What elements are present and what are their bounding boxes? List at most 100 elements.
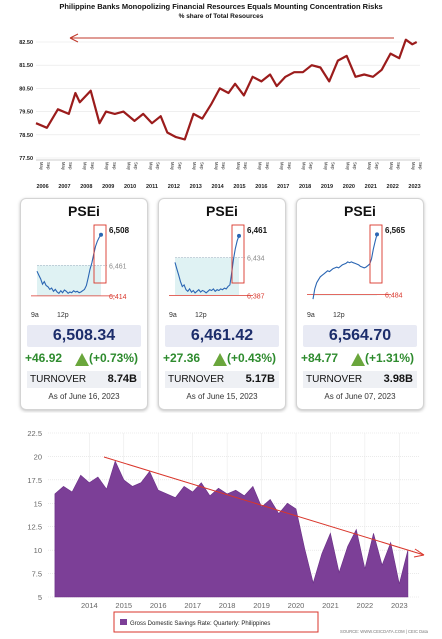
spark-x-tick-label: 12p	[195, 312, 207, 319]
top-chart-x-month-label: May	[258, 162, 263, 171]
up-triangle-icon	[351, 353, 365, 366]
bottom-chart-y-ticks: 5 7.5 10 12.5 15 17.5 20 22.5	[27, 429, 42, 602]
bottom-chart-series-area	[54, 460, 409, 598]
bottom-chart-y-tick-label: 20	[34, 452, 42, 461]
top-chart-x-month-label: May	[280, 162, 285, 171]
spark-prev-close-label: 6,434	[247, 256, 265, 263]
psei-price: 6,508.34	[27, 325, 141, 347]
psei-card-title: PSEi	[344, 203, 376, 219]
psei-change-percent: (+0.73%)	[89, 351, 139, 365]
top-chart-x-month-label: May	[345, 162, 350, 171]
top-chart-x-month-label: May	[83, 162, 88, 171]
top-chart-x-year-label: 2007	[58, 184, 70, 190]
psei-turnover-box: TURNOVER 5.17B	[165, 371, 279, 388]
top-chart-x-month-label: Sep	[374, 162, 379, 170]
top-chart-y-tick-label: 81.50	[19, 63, 33, 69]
spark-highlight-box	[369, 224, 383, 284]
bottom-chart-x-tick-label: 2014	[81, 601, 98, 610]
spark-price-line	[312, 234, 378, 300]
bottom-chart-x-tick-label: 2019	[253, 601, 270, 610]
bottom-chart-x-ticks: 2014 2015 2016 2017 2018 2019 2020 2021 2022 2023	[81, 601, 408, 610]
spark-x-tick-label: 9a	[307, 312, 315, 319]
spark-background	[303, 221, 417, 321]
turnover-value: 5.17B	[245, 373, 275, 385]
top-chart-y-tick-label: 80.50	[19, 86, 33, 92]
psei-intraday-chart: 6,565 6,484 9a 12p	[303, 221, 417, 321]
spark-range-band	[313, 294, 377, 296]
psei-as-of-date: As of June 07, 2023	[324, 392, 396, 401]
spark-x-tick-label: 12p	[57, 312, 69, 319]
top-chart-x-month-label: May	[389, 162, 394, 171]
top-chart-x-month-label: Sep	[287, 162, 292, 170]
psei-card-june-15: PSEi 6,461 6,434 6,387 9a 12p 6,461.42 +27.3…	[158, 198, 286, 410]
spark-x-tick-label: 9a	[169, 312, 177, 319]
bottom-chart-y-tick-label: 17.5	[27, 476, 42, 485]
psei-as-of-date: As of June 16, 2023	[48, 392, 120, 401]
bottom-chart-x-tick-label: 2020	[288, 601, 305, 610]
spark-low-label: 6,414	[109, 294, 127, 301]
top-chart-x-month-label: Sep	[156, 162, 161, 170]
top-chart-x-month-label: May	[323, 162, 328, 171]
top-chart-x-month-label: May	[148, 162, 153, 171]
spark-highlight-box	[231, 224, 245, 284]
bottom-chart-y-tick-label: 5	[38, 593, 42, 602]
spark-x-tick-label: 12p	[333, 312, 345, 319]
top-chart-x-month-label: May	[105, 162, 110, 171]
top-chart-x-year-label: 2006	[36, 184, 48, 190]
psei-price: 6,564.70	[303, 325, 417, 347]
psei-intraday-chart: 6,461 6,434 6,387 9a 12p	[165, 221, 279, 321]
bottom-chart-source: SOURCE: WWW.CEICDATA.COM | CEIC Data	[340, 629, 429, 634]
spark-low-label: 6,484	[385, 293, 403, 300]
spark-highlight-box	[93, 224, 107, 284]
bottom-chart-y-tick-label: 15	[34, 499, 42, 508]
top-chart-y-tick-label: 82.50	[19, 40, 33, 46]
psei-turnover-box: TURNOVER 3.98B	[303, 371, 417, 388]
top-chart-x-month-label: Sep	[396, 162, 401, 170]
top-chart-x-month-label: Sep	[353, 162, 358, 170]
top-chart-x-month-label: Sep	[265, 162, 270, 170]
top-chart-x-year-ticks: 2006 2007 2008 2009 2010 2011 2012 2013 2014 2015…	[36, 184, 420, 190]
turnover-value: 3.98B	[383, 373, 413, 385]
top-chart-y-tick-label: 78.50	[19, 133, 33, 139]
top-chart-x-month-label: May	[127, 162, 132, 171]
top-chart-x-year-label: 2015	[233, 184, 245, 190]
top-chart-x-year-label: 2016	[255, 184, 267, 190]
top-chart-x-month-label: May	[39, 162, 44, 171]
top-chart-left-arrow	[69, 33, 394, 43]
bottom-chart-legend-box	[113, 611, 319, 633]
top-chart-x-month-label: Sep	[199, 162, 204, 170]
bottom-chart-legend-label: Gross Domestic Savings Rate: Quarterly: …	[130, 621, 270, 627]
top-chart-series-line	[35, 38, 418, 141]
top-chart-title: Philippine Banks Monopolizing Financial …	[59, 2, 382, 11]
psei-cards: PSEi 6,508 6,461 6,414 9a 12p 6,508.34 +46.9…	[20, 198, 424, 410]
bottom-chart-x-tick-label: 2018	[219, 601, 236, 610]
bottom-chart-y-tick-label: 10	[34, 546, 42, 555]
psei-intraday-chart: 6,508 6,461 6,414 9a 12p	[27, 221, 141, 321]
spark-last-point	[99, 232, 103, 237]
psei-card-june-16: PSEi 6,508 6,461 6,414 9a 12p 6,508.34 +46.9…	[20, 198, 148, 410]
top-chart-x-year-label: 2022	[387, 184, 399, 190]
top-chart-x-month-label: Sep	[112, 162, 117, 170]
top-chart-x-month-label: May	[411, 162, 416, 171]
top-chart-x-month-label: May	[367, 162, 372, 171]
top-chart-gridlines	[36, 41, 420, 159]
top-chart-x-year-label: 2019	[321, 184, 333, 190]
up-triangle-icon	[213, 353, 227, 366]
concentration-line-chart: Philippine Banks Monopolizing Financial …	[19, 2, 423, 190]
psei-change-value: +46.92	[25, 351, 63, 365]
spark-range-band	[175, 257, 239, 296]
bottom-chart-legend-swatch	[120, 619, 127, 625]
top-chart-x-year-label: 2013	[190, 184, 202, 190]
psei-change-value: +27.36	[163, 351, 201, 365]
psei-change-row: +46.92 (+0.73%)	[25, 351, 143, 369]
top-chart-x-month-ticks: May Sep May Sep May Sep May Sep May Sep May Sep May S…	[39, 162, 423, 171]
bottom-chart-x-tick-label: 2016	[150, 601, 167, 610]
bottom-chart-x-tick-label: 2017	[184, 601, 201, 610]
spark-high-label: 6,565	[385, 226, 406, 235]
spark-range-band	[37, 265, 101, 296]
top-chart-x-month-label: Sep	[177, 162, 182, 170]
top-chart-x-year-label: 2014	[211, 184, 224, 190]
top-chart-x-month-label: Sep	[309, 162, 314, 170]
top-chart-x-year-label: 2010	[124, 184, 136, 190]
turnover-value: 8.74B	[107, 373, 137, 385]
